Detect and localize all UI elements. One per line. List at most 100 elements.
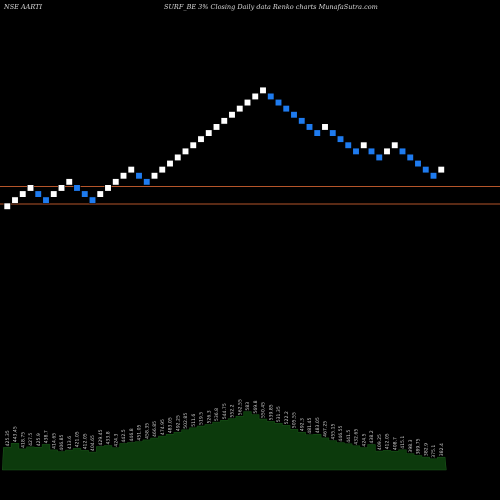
volume-value-label: 522.2 — [284, 411, 290, 424]
volume-value-label: 481.45 — [307, 418, 313, 434]
volume-area-fill — [2, 411, 447, 471]
renko-brick-down — [298, 117, 306, 125]
volume-value-label: 389.75 — [416, 438, 422, 454]
renko-brick-down — [429, 172, 438, 180]
volume-value-label: 474.95 — [160, 419, 166, 435]
volume-value-label: 451.05 — [137, 424, 143, 440]
volume-value-label: 427.5 — [28, 433, 34, 446]
volume-value-label: 569.8 — [253, 400, 259, 413]
renko-brick-up — [360, 141, 368, 149]
renko-brick-up — [65, 178, 73, 186]
volume-value-label: 443.45 — [13, 426, 19, 442]
volume-value-label: 505.55 — [292, 412, 298, 428]
volume-value-label: 536.8 — [214, 408, 220, 421]
volume-value-label: 442.5 — [121, 429, 127, 442]
support-lines — [0, 186, 500, 205]
volume-value-label: 438.7 — [44, 430, 50, 443]
volume-value-label: 425.35 — [5, 430, 11, 446]
volume-value-label: 429.45 — [98, 429, 104, 445]
renko-brick-up — [181, 147, 190, 155]
renko-brick-up — [112, 178, 120, 186]
renko-brick-down — [282, 105, 290, 113]
renko-brick-up — [259, 86, 267, 94]
volume-value-label: 382.9 — [423, 443, 429, 456]
volume-value-label: 562.55 — [237, 399, 243, 415]
volume-value-label: 433.8 — [106, 431, 112, 444]
renko-brick-up — [228, 111, 236, 119]
volume-value-label: 441.5 — [346, 430, 352, 443]
volume-value-label: 412.05 — [82, 433, 88, 449]
renko-brick-up — [437, 166, 445, 174]
volume-value-label: 519.5 — [199, 412, 205, 425]
renko-brick-up — [57, 184, 66, 192]
volume-value-label: 550.45 — [261, 402, 267, 418]
renko-brick-down — [274, 99, 283, 107]
volume-value-label: 438.2 — [369, 430, 375, 443]
volume-value-label: 502.85 — [183, 413, 189, 429]
renko-brick-up — [11, 196, 19, 204]
renko-brick-up — [220, 117, 228, 125]
renko-brick-up — [243, 99, 252, 107]
renko-brick-down — [398, 147, 407, 155]
volume-value-label: 467.25 — [323, 421, 329, 437]
volume-value-label: 511.6 — [191, 414, 197, 427]
volume-value-label: 382.4 — [439, 443, 445, 456]
renko-brick-up — [174, 153, 182, 161]
renko-brick-up — [127, 166, 135, 174]
volume-value-label: 375.1 — [431, 445, 437, 458]
volume-value-label: 466.85 — [152, 421, 158, 437]
volume-value-label: 408.7 — [392, 437, 398, 450]
renko-brick-down — [329, 129, 337, 137]
renko-brick-down — [375, 153, 383, 161]
volume-value-label: 492.3 — [299, 418, 305, 431]
renko-brick-up — [104, 184, 112, 192]
renko-brick-down — [313, 129, 321, 137]
renko-brick-down — [406, 153, 414, 161]
volume-value-label: 414.65 — [51, 433, 57, 449]
volume-value-label: 412.05 — [385, 433, 391, 449]
volume-value-label: 483.05 — [168, 417, 174, 433]
renko-brick-up — [189, 141, 197, 149]
renko-brick-up — [166, 160, 174, 168]
chart-header-symbol: NSE AARTI — [4, 3, 43, 11]
renko-brick-down — [267, 92, 275, 100]
volume-value-label: 406.85 — [59, 434, 65, 450]
volume-value-label: 531.35 — [276, 406, 282, 422]
renko-brick-up — [26, 184, 35, 192]
renko-brick-down — [34, 190, 42, 198]
volume-value-label: 552.2 — [230, 404, 236, 417]
volume-value-label: 404.65 — [90, 435, 96, 451]
volume-value-label: 458.35 — [144, 423, 150, 439]
volume-value-label: 432.65 — [354, 429, 360, 445]
volume-value-label: 418.75 — [20, 432, 26, 448]
renko-brick-up — [150, 172, 159, 180]
renko-brick-down — [422, 166, 430, 174]
renko-brick-down — [367, 147, 376, 155]
renko-brick-up — [96, 190, 104, 198]
renko-brick-down — [305, 123, 314, 131]
renko-brick-up — [50, 190, 58, 198]
volume-value-label: 421.05 — [75, 431, 81, 447]
volume-value-label: 583 — [245, 402, 251, 411]
volume-value-label: 539.85 — [268, 404, 274, 420]
renko-brick-down — [81, 190, 89, 198]
renko-brick-up — [119, 172, 128, 180]
volume-value-label: 413.6 — [67, 436, 73, 449]
volume-value-label: 544.75 — [222, 403, 228, 419]
renko-brick-up — [391, 141, 399, 149]
volume-value-label: 424.3 — [113, 433, 119, 446]
chart-header-description: SURF_BE 3% Closing Daily data Renko char… — [164, 3, 378, 11]
renko-brick-up — [197, 135, 205, 143]
renko-brick-down — [42, 196, 50, 204]
renko-bricks — [3, 86, 445, 210]
volume-value-label: 446.55 — [338, 425, 344, 441]
renko-brick-up — [236, 105, 244, 113]
renko-brick-up — [212, 123, 221, 131]
renko-brick-down — [414, 160, 422, 168]
volume-value-label: 415.1 — [400, 436, 406, 449]
renko-brick-up — [19, 190, 27, 198]
renko-brick-up — [205, 129, 213, 137]
renko-brick-down — [73, 184, 81, 192]
volume-value-label: 446.8 — [129, 428, 135, 441]
